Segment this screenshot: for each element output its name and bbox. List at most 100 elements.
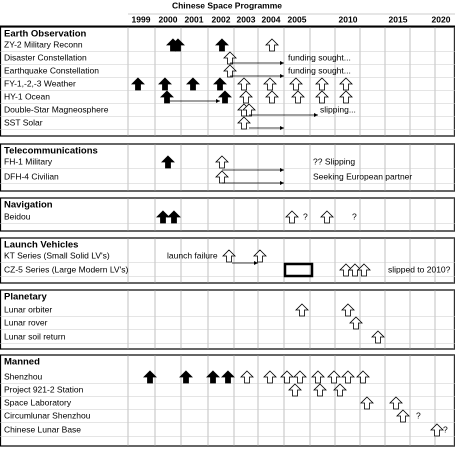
launch-planned [237,77,251,91]
connector-head [314,113,318,117]
launch-planned [360,396,374,410]
launch-done [167,210,181,224]
launch-done [186,77,200,91]
launch-planned [311,370,325,384]
launch-planned [265,90,279,104]
launch-planned [371,330,385,344]
launch-planned [349,316,363,330]
launch-planned [333,383,347,397]
section-title: Launch Vehicles [4,240,78,251]
launch-done [131,77,145,91]
year-label: 2003 [237,14,256,24]
year-label: 2010 [339,14,358,24]
note: ? [443,424,448,434]
launch-done [143,370,157,384]
row-label: Double-Star Magneosphere [4,104,109,114]
section-title: Planetary [4,292,47,303]
launch-planned [289,77,303,91]
content: 1999 2000 2001 2002 2003 2004 2005 2010 2015 2020… [4,14,451,437]
row-label: Chinese Lunar Base [4,424,81,434]
launch-planned [339,90,353,104]
launch-done [221,370,235,384]
year-label: 2005 [288,14,307,24]
launch-planned [315,90,329,104]
row-label: Space Laboratory [4,397,72,407]
year-label: 2015 [389,14,408,24]
row-label: Earthquake Constellation [4,65,99,75]
launch-planned [295,303,309,317]
row-label: DFH-4 Civilian [4,171,59,181]
year-label: 2004 [262,14,281,24]
launch-planned [430,423,444,437]
note: ? [303,211,308,221]
note: ? [416,410,421,420]
launch-done [179,370,193,384]
note: ? [352,211,357,221]
row-label: HY-1 Ocean [4,91,50,101]
launch-done [218,90,232,104]
connector-head [280,126,284,130]
launch-planned [291,90,305,104]
row-label: CZ-5 Series (Large Modern LV's) [4,264,128,274]
section-title: Earth Observation [4,29,87,40]
launch-planned [357,263,371,277]
launch-planned [265,38,279,52]
launch-planned [285,210,299,224]
launch-done [161,155,175,169]
connector-head [280,74,284,78]
year-label: 2002 [212,14,231,24]
row-label: Shenzhou [4,371,43,381]
launch-planned [327,370,341,384]
row-label: Disaster Constellation [4,52,87,62]
launch-planned [263,370,277,384]
row-label: SST Solar [4,117,43,127]
row-label: ZY-2 Military Reconn [4,39,83,49]
launch-planned [223,51,237,65]
row-label: FY-1,-2,-3 Weather [4,78,76,88]
year-label: 2001 [185,14,204,24]
row-label: KT Series (Small Solid LV's) [4,250,110,260]
launch-done [160,90,174,104]
year-label: 2020 [432,14,451,24]
row-label: Lunar soil return [4,331,66,341]
note: funding sought... [288,65,351,75]
launch-planned [341,303,355,317]
launch-planned [396,409,410,423]
launch-planned [293,370,307,384]
launch-planned [341,370,355,384]
row-label: Lunar rover [4,317,48,327]
launch-planned [215,155,229,169]
row-label: Lunar orbiter [4,304,52,314]
section-title: Manned [4,357,40,368]
launch-planned [223,64,237,78]
note: ?? Slipping [313,156,355,166]
launch-planned [339,77,353,91]
row-label: Beidou [4,211,31,221]
launch-planned [253,249,267,263]
note: launch failure [167,250,218,260]
connector-head [280,181,284,185]
launch-planned [240,370,254,384]
launch-planned [315,77,329,91]
launch-planned [263,77,277,91]
connector-head [216,99,220,103]
launch-planned [389,396,403,410]
launch-done [158,77,172,91]
note: funding sought... [288,52,351,62]
row-label: Circumlunar Shenzhou [4,410,91,420]
launch-planned [237,116,251,130]
note: slipped to 2010? [388,264,451,274]
launch-done [213,77,227,91]
connector-head [254,261,258,265]
launch-done [171,38,185,52]
connector-head [280,61,284,65]
launch-planned [222,249,236,263]
year-label: 1999 [132,14,151,24]
row-label: Project 921-2 Station [4,384,84,394]
launch-planned [280,370,294,384]
launch-planned [320,210,334,224]
launch-planned [242,103,256,117]
title: Chinese Space Programme [172,0,282,10]
launch-planned [313,383,327,397]
